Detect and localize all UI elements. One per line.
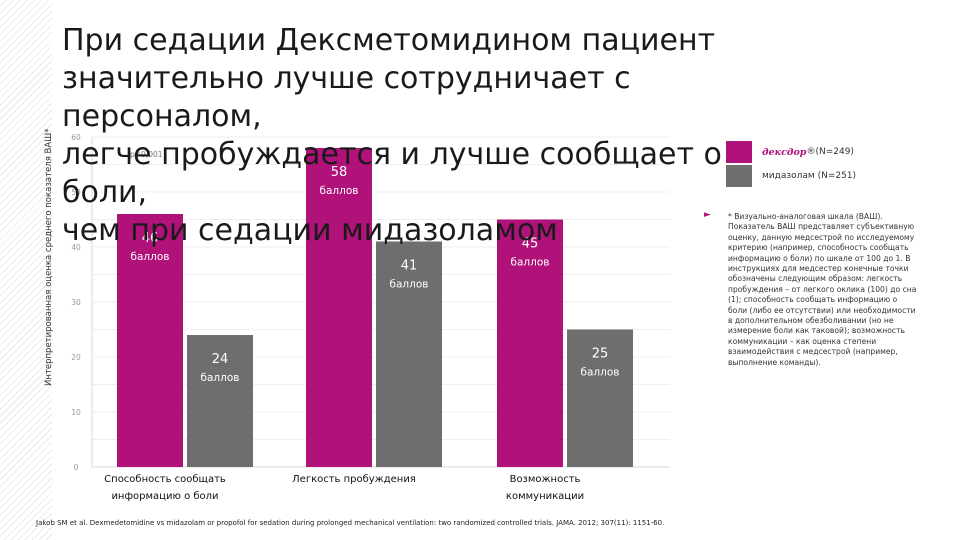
legend-item-mid: мидазолам (N=251) (726, 164, 926, 188)
legend-item-dex: дексдор ® (N=249) (726, 140, 926, 164)
legend-dex-brand: дексдор (762, 146, 807, 158)
significance-annotation: p<0,001 (130, 150, 163, 159)
y-tick-label: 20 (71, 353, 81, 362)
data-label: 58 (331, 165, 348, 180)
left-decoration (0, 0, 52, 540)
y-tick-label: 0 (74, 463, 79, 472)
y-tick-label: 60 (71, 133, 81, 142)
x-tick-label: Возможность (510, 474, 581, 485)
data-label-unit: баллов (511, 257, 550, 269)
data-label-unit: баллов (320, 185, 359, 197)
reference: Jakob SM et al. Dexmedetomidine vs midaz… (36, 519, 665, 527)
y-tick-label: 50 (71, 188, 81, 197)
bar-dex (497, 219, 563, 467)
x-tick-label: Легкость пробуждения (292, 474, 416, 485)
legend-mid-label: мидазолам (N=251) (762, 171, 857, 181)
data-label: 46 (142, 231, 159, 246)
data-label-unit: баллов (581, 367, 620, 379)
x-tick-label: Способность сообщать (104, 474, 226, 485)
data-label: 45 (522, 237, 539, 252)
legend-swatch-mid (726, 165, 752, 187)
legend: дексдор ® (N=249) мидазолам (N=251) (726, 140, 926, 188)
data-label-unit: баллов (201, 372, 240, 384)
data-label-unit: баллов (390, 279, 429, 291)
bar-mid (187, 335, 253, 467)
y-tick-label: 30 (71, 298, 81, 307)
legend-dex-n: (N=249) (815, 147, 854, 157)
bar-dex (306, 148, 372, 467)
note-arrow-icon: ► (704, 210, 711, 220)
data-label: 24 (212, 352, 229, 367)
slide-title: При седации Дексметомидином пациент знач… (62, 23, 722, 248)
y-axis-label: Интерпретированная оценка среднего показ… (44, 128, 54, 387)
footnote: * Визуально-аналоговая шкала (ВАШ). Пока… (728, 212, 917, 367)
bar-dex (117, 214, 183, 467)
data-label: 41 (401, 259, 418, 274)
bar-mid (567, 329, 633, 467)
x-tick-label: информацию о боли (111, 491, 218, 502)
legend-dex-sup: ® (806, 147, 816, 157)
bar-mid (376, 241, 442, 467)
data-label: 25 (592, 347, 609, 362)
legend-swatch-dex (726, 141, 752, 163)
x-tick-label: коммуникации (506, 491, 584, 502)
y-tick-label: 40 (71, 243, 81, 252)
data-label-unit: баллов (131, 251, 170, 263)
y-tick-label: 10 (71, 408, 81, 417)
